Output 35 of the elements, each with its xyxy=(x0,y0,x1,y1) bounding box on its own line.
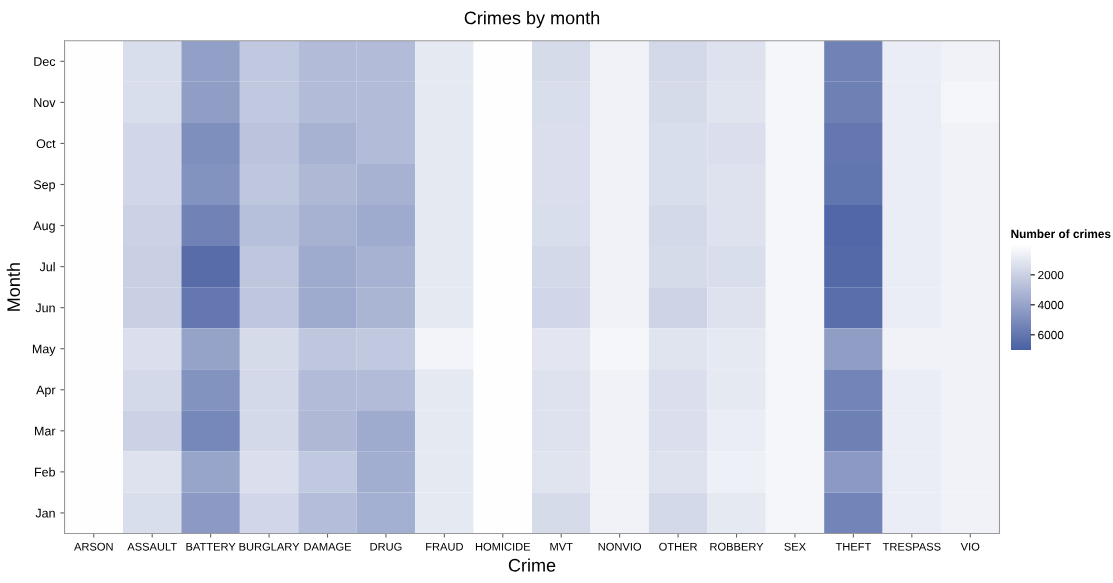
x-tick-label: ARSON xyxy=(74,542,113,551)
y-tick-label: Oct xyxy=(36,139,56,149)
y-tick-label: Jun xyxy=(35,303,55,313)
y-tick-label: Mar xyxy=(35,426,56,436)
x-tick-label: VIO xyxy=(960,542,980,551)
color-bar-label: 2000 xyxy=(1038,270,1064,280)
x-tick-label: ROBBERY xyxy=(710,542,764,551)
color-bar-label: 4000 xyxy=(1037,300,1064,310)
y-tick-label: Dec xyxy=(34,57,56,66)
y-tick-label: Jul xyxy=(39,262,55,272)
y-tick-label: Apr xyxy=(36,385,56,397)
y-tick-label: Sep xyxy=(33,180,55,192)
y-tick-label: May xyxy=(32,344,56,356)
color-bar-label: 6000 xyxy=(1038,330,1064,340)
y-tick-label: Nov xyxy=(34,98,56,108)
x-tick-label: DAMAGE xyxy=(304,542,352,551)
x-tick-label: FRAUD xyxy=(426,542,463,551)
color-bar-title: Number of crimes xyxy=(1011,229,1111,239)
x-tick-label: MVT xyxy=(550,542,573,551)
x-axis-title: Crime xyxy=(508,558,556,572)
x-tick-label: BATTERY xyxy=(186,542,236,551)
y-tick-label: Feb xyxy=(35,467,55,477)
y-axis-title: Month xyxy=(6,263,21,311)
x-tick-label: SEX xyxy=(784,542,806,551)
x-tick-label: THEFT xyxy=(835,542,872,551)
y-tick-label: Jan xyxy=(35,508,55,518)
x-tick-label: DRUG xyxy=(370,542,402,551)
chart-title: Crimes by month xyxy=(464,11,600,28)
x-tick-label: NONVIO xyxy=(598,542,642,551)
x-tick-label: TRESPASS xyxy=(882,542,941,551)
x-tick-label: ASSAULT xyxy=(127,542,177,551)
x-tick-label: HOMICIDE xyxy=(475,542,531,551)
x-tick-label: BURGLARY xyxy=(239,542,300,551)
x-tick-label: OTHER xyxy=(659,542,698,551)
y-tick-label: Aug xyxy=(33,221,55,233)
